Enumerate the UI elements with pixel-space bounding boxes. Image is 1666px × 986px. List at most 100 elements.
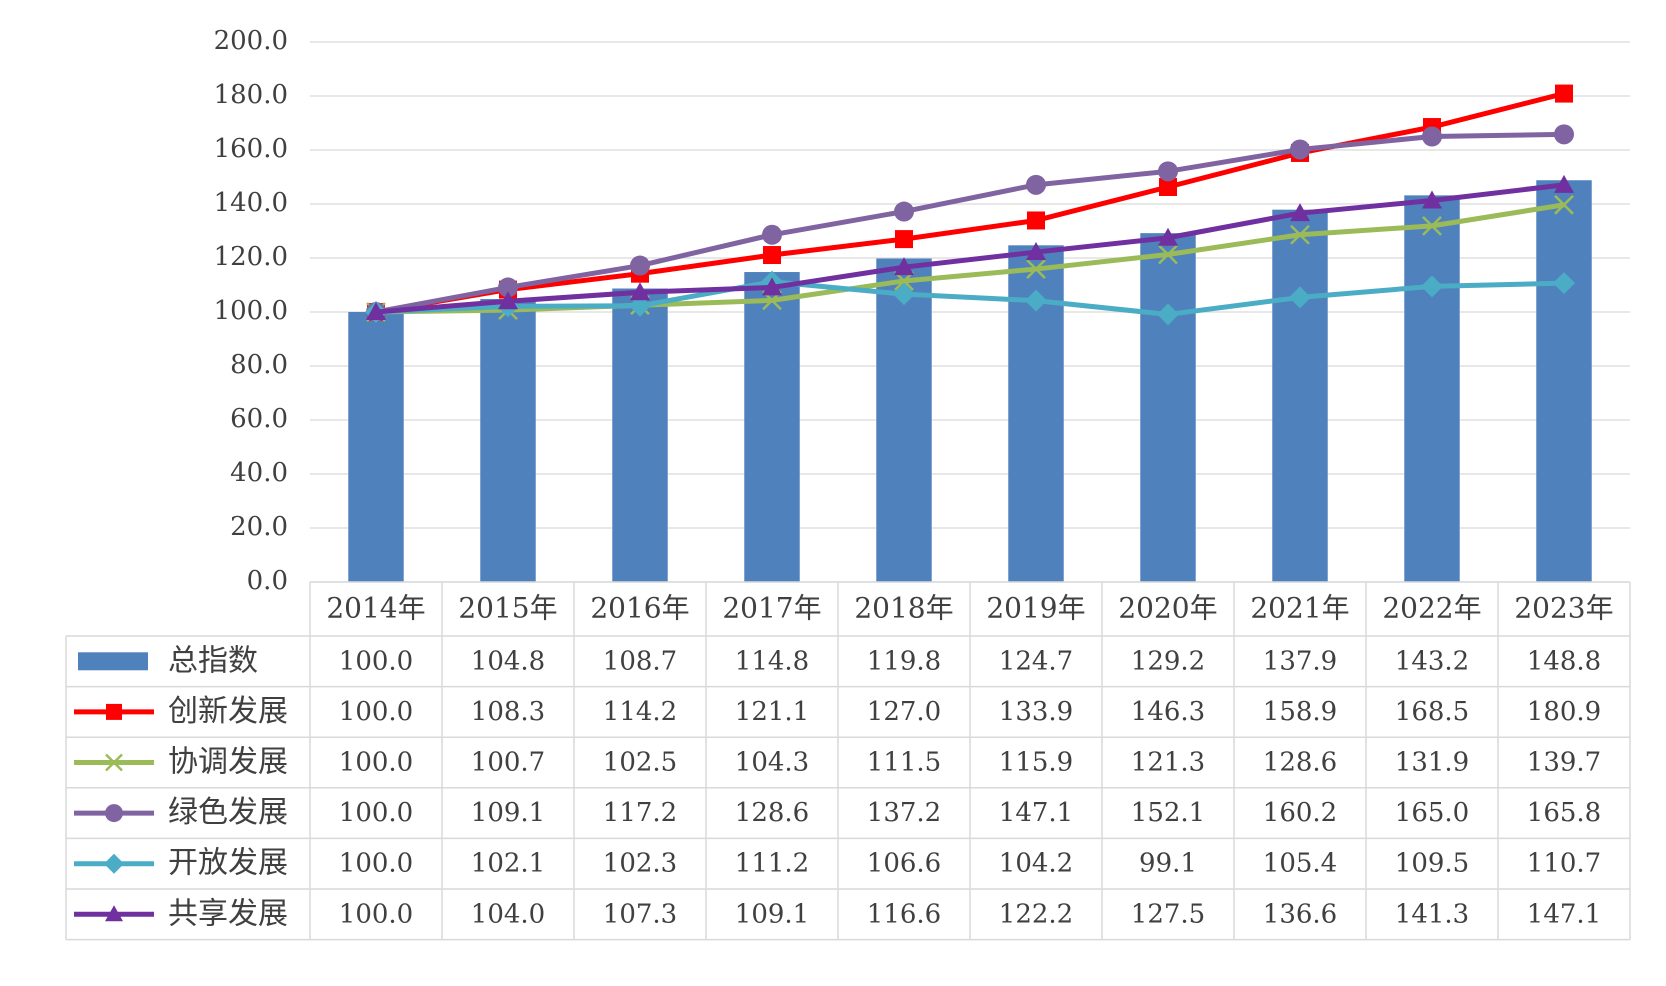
data-point xyxy=(762,277,782,296)
table-cell-value: 100.0 xyxy=(339,646,413,676)
table-cell-value: 100.0 xyxy=(339,849,413,879)
legend-series-name: 开放发展 xyxy=(168,846,288,881)
data-point xyxy=(1158,161,1178,182)
data-point xyxy=(895,230,913,249)
x-category-label: 2015年 xyxy=(458,592,557,625)
legend-series-name: 总指数 xyxy=(168,643,258,678)
table-cell-value: 111.5 xyxy=(867,748,941,778)
table-cell-value: 100.0 xyxy=(339,798,413,828)
table-cell-value: 116.6 xyxy=(867,899,941,929)
table-cell-value: 106.6 xyxy=(867,849,941,879)
data-point xyxy=(1025,289,1047,312)
table-cell-value: 115.9 xyxy=(999,748,1073,778)
table-cell-value: 100.0 xyxy=(339,697,413,727)
y-tick-label: 120.0 xyxy=(214,242,288,272)
table-cell-value: 146.3 xyxy=(1131,697,1205,727)
data-point xyxy=(498,277,518,298)
data-point xyxy=(1289,286,1311,309)
x-category-label: 2017年 xyxy=(722,592,821,625)
table-cell-value: 137.2 xyxy=(867,798,941,828)
bar xyxy=(1272,209,1328,583)
table-cell-value: 122.2 xyxy=(999,899,1073,929)
x-category-label: 2021年 xyxy=(1250,592,1349,625)
table-cell-value: 124.7 xyxy=(999,646,1073,676)
data-point xyxy=(894,201,914,222)
table-cell-value: 165.0 xyxy=(1395,798,1469,828)
table-cell-value: 114.2 xyxy=(603,697,677,727)
table-cell-value: 117.2 xyxy=(603,798,677,828)
data-point xyxy=(1422,126,1442,147)
table-cell-value: 139.7 xyxy=(1527,748,1601,778)
data-point xyxy=(1554,174,1574,193)
y-tick-label: 40.0 xyxy=(230,458,288,488)
table-cell-value: 147.1 xyxy=(1527,899,1601,929)
table-cell-value: 121.3 xyxy=(1131,748,1205,778)
legend-key-marker xyxy=(106,703,122,720)
x-category-label: 2019年 xyxy=(986,592,1085,625)
table-cell-value: 158.9 xyxy=(1263,697,1337,727)
series-line xyxy=(375,182,1565,315)
data-point xyxy=(1422,215,1442,236)
table-cell-value: 141.3 xyxy=(1395,899,1469,929)
table-cell-value: 104.3 xyxy=(735,748,809,778)
y-tick-label: 80.0 xyxy=(230,350,288,380)
data-point xyxy=(1026,242,1046,261)
table-cell-value: 108.3 xyxy=(471,697,545,727)
data-point xyxy=(1421,275,1443,298)
data-point xyxy=(630,255,650,276)
x-category-label: 2016年 xyxy=(590,592,689,625)
table-cell-value: 104.0 xyxy=(471,899,545,929)
table-cell-value: 128.6 xyxy=(1263,748,1337,778)
table-cell-value: 165.8 xyxy=(1527,798,1601,828)
series-line xyxy=(375,91,1565,315)
table-cell-value: 168.5 xyxy=(1395,697,1469,727)
table-cell-value: 143.2 xyxy=(1395,646,1469,676)
data-point xyxy=(1157,303,1179,326)
table-cell-value: 102.1 xyxy=(471,849,545,879)
bar xyxy=(480,299,536,582)
data-point xyxy=(1554,124,1574,145)
x-category-label: 2014年 xyxy=(326,592,425,625)
legend-key-marker xyxy=(105,905,123,922)
table-cell-value: 102.3 xyxy=(603,849,677,879)
table-cell-value: 108.7 xyxy=(603,646,677,676)
table-cell-value: 114.8 xyxy=(735,646,809,676)
table-cell-value: 111.2 xyxy=(735,849,809,879)
y-tick-label: 100.0 xyxy=(214,296,288,326)
data-point xyxy=(1158,227,1178,246)
data-point xyxy=(1555,84,1573,103)
bar xyxy=(876,258,932,582)
bar xyxy=(744,272,800,582)
y-tick-label: 160.0 xyxy=(214,134,288,164)
x-category-label: 2020年 xyxy=(1118,592,1217,625)
data-point xyxy=(630,282,650,301)
data-point xyxy=(1553,272,1575,295)
table-cell-value: 105.4 xyxy=(1263,849,1337,879)
table-cell-value: 119.8 xyxy=(867,646,941,676)
data-point xyxy=(1290,224,1310,245)
bar xyxy=(1536,180,1592,583)
table-cell-value: 136.6 xyxy=(1263,899,1337,929)
table-cell-value: 99.1 xyxy=(1139,849,1197,879)
data-point xyxy=(1026,259,1046,279)
data-point xyxy=(1554,194,1574,215)
bar xyxy=(348,312,404,582)
data-point xyxy=(1290,139,1310,160)
data-point xyxy=(1027,211,1045,230)
legend-series-name: 创新发展 xyxy=(168,694,288,729)
bar xyxy=(1140,233,1196,582)
table-cell-value: 109.5 xyxy=(1395,849,1469,879)
table-cell-value: 152.1 xyxy=(1131,798,1205,828)
x-category-label: 2023年 xyxy=(1514,592,1613,625)
data-point xyxy=(762,224,782,245)
x-category-label: 2018年 xyxy=(854,592,953,625)
table-cell-value: 147.1 xyxy=(999,798,1073,828)
legend-key-bar xyxy=(78,652,148,671)
bar xyxy=(1404,195,1460,583)
data-point xyxy=(763,246,781,265)
table-cell-value: 160.2 xyxy=(1263,798,1337,828)
y-tick-label: 200.0 xyxy=(214,26,288,56)
bar xyxy=(612,288,668,582)
table-cell-value: 107.3 xyxy=(603,899,677,929)
